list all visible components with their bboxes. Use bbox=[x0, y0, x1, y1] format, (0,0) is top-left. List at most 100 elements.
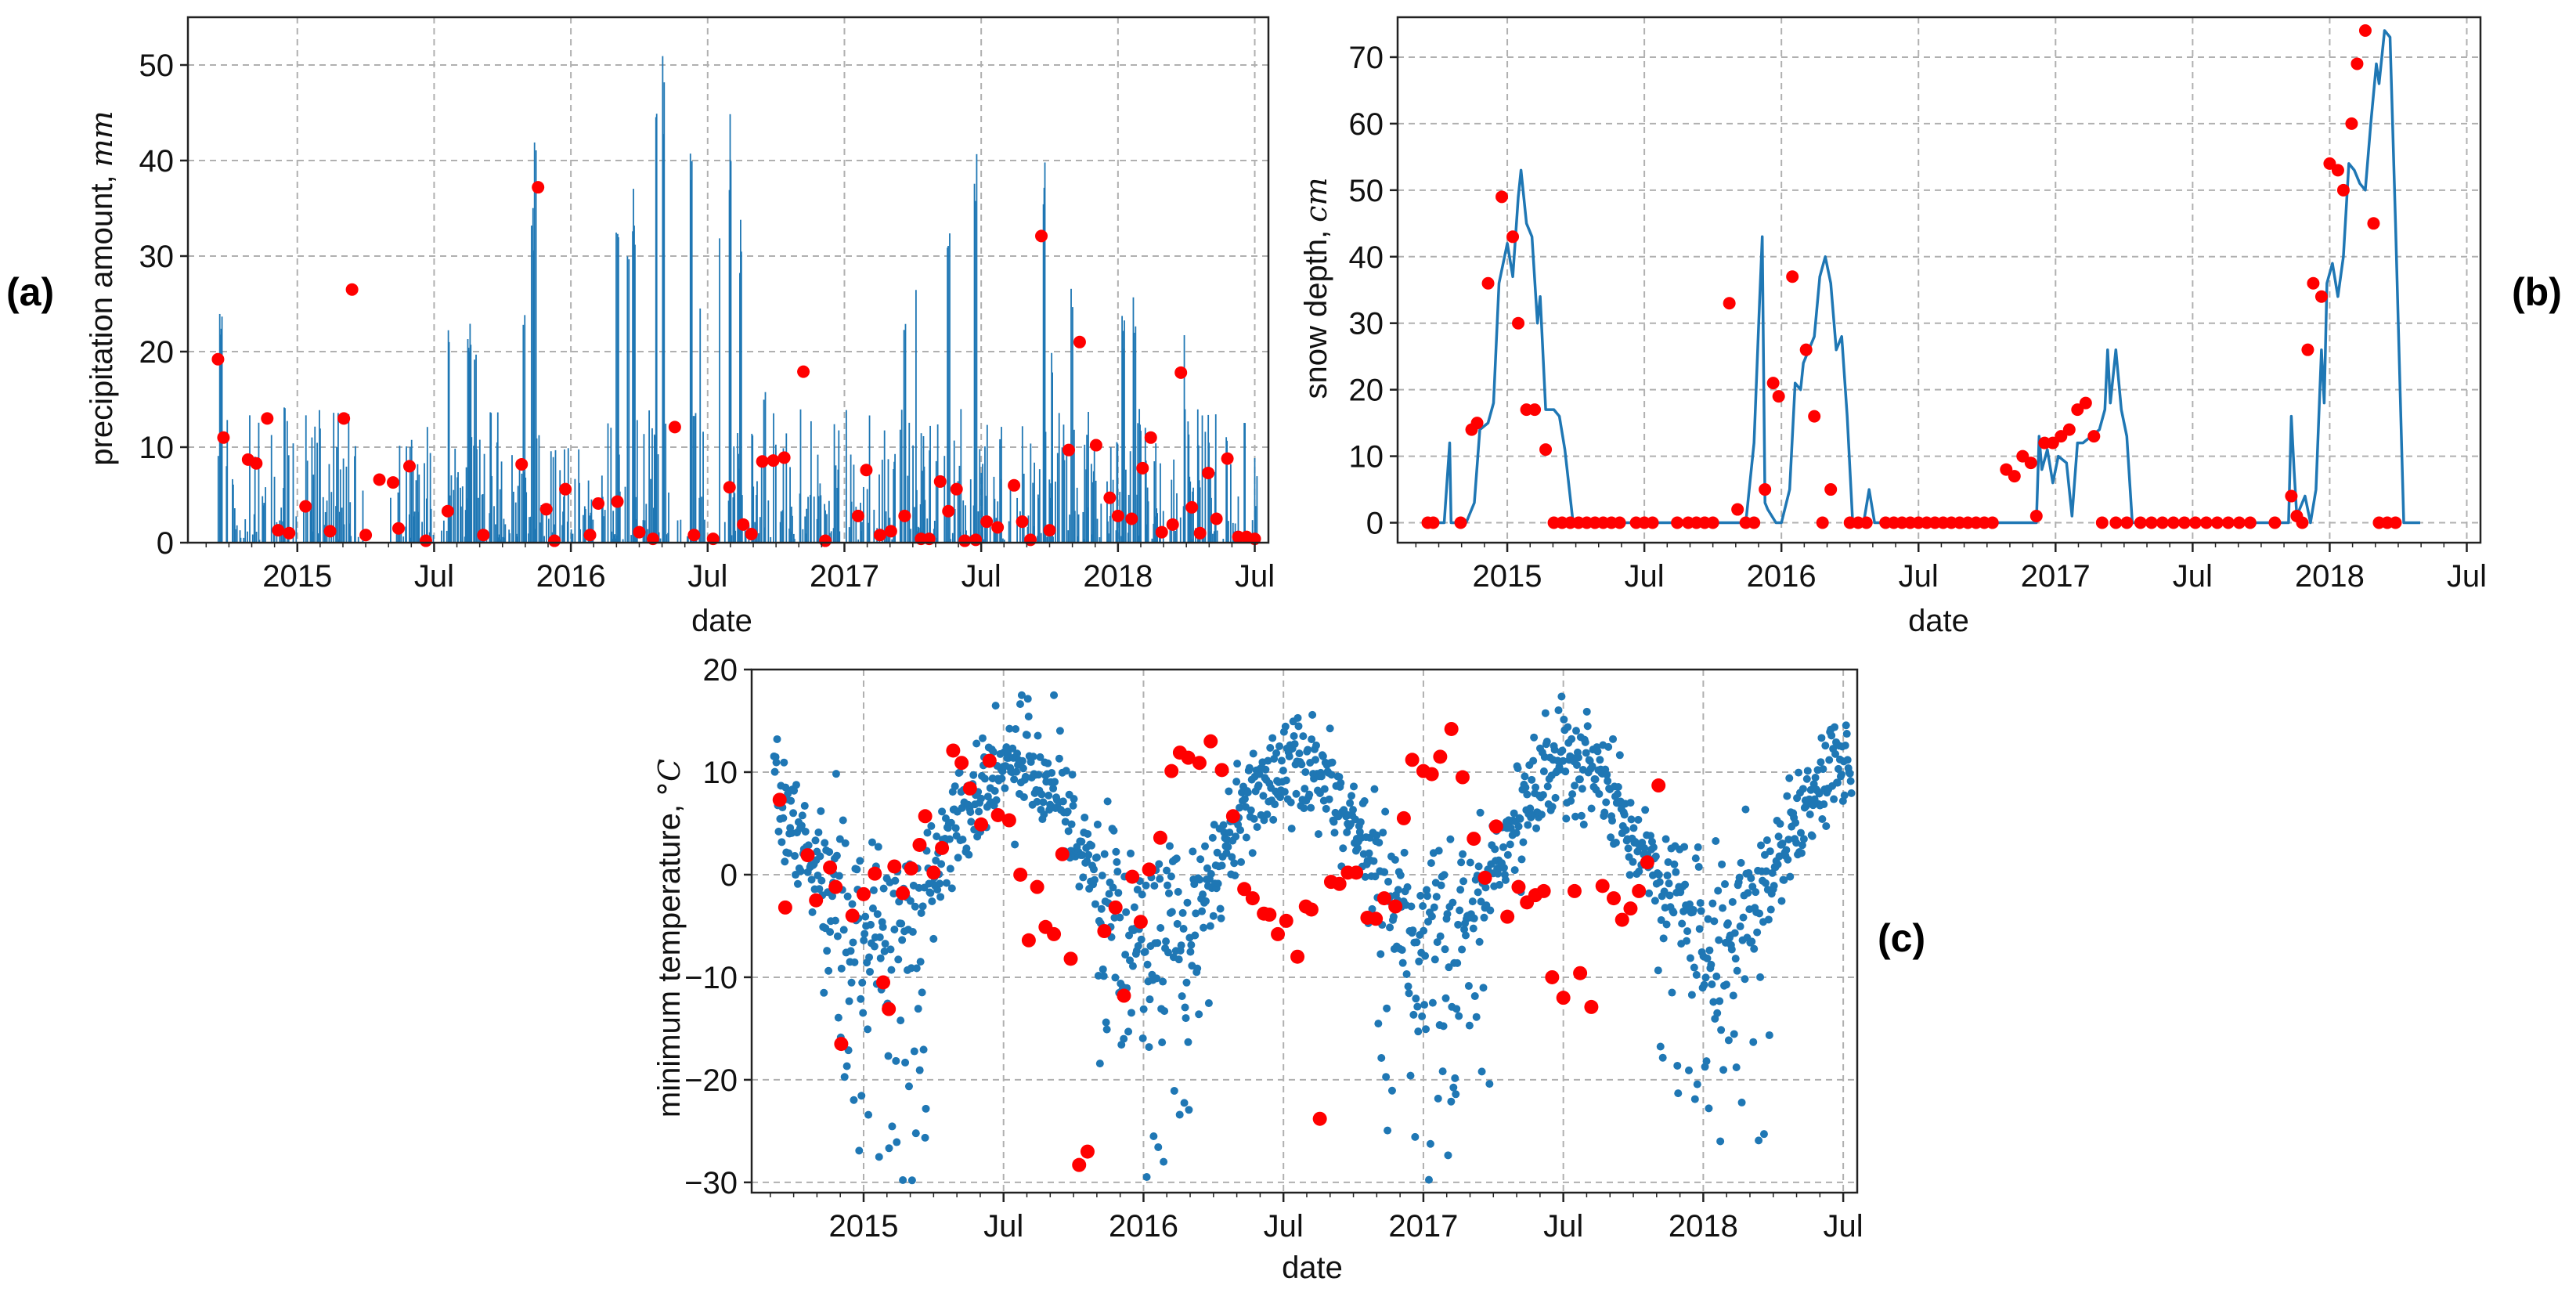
panel-c-daily-point bbox=[839, 926, 848, 934]
panel-a-daily-bar bbox=[819, 483, 821, 543]
panel-a-daily-bar bbox=[1191, 539, 1193, 543]
panel-c-daily-point bbox=[907, 1176, 916, 1185]
panel-c-daily-point bbox=[879, 922, 887, 931]
panel-a-daily-bar bbox=[828, 500, 830, 543]
panel-c-daily-point bbox=[1439, 1022, 1448, 1031]
panel-c-daily-point bbox=[894, 955, 903, 964]
panel-c-daily-point bbox=[1218, 861, 1226, 870]
panel-c-daily-point bbox=[1523, 790, 1532, 799]
panel-c-daily-point bbox=[861, 912, 870, 921]
panel-a-daily-bar bbox=[453, 489, 455, 543]
panel-b-sample-point bbox=[1646, 516, 1659, 529]
panel-a-daily-bar bbox=[1087, 507, 1088, 543]
panel-a-sample-point bbox=[1155, 525, 1168, 539]
panel-c-daily-point bbox=[807, 875, 816, 884]
panel-c-daily-point bbox=[1624, 844, 1633, 853]
panel-a-daily-bar bbox=[805, 533, 807, 543]
panel-a-sample-point bbox=[583, 529, 597, 542]
panel-a-daily-bar bbox=[604, 510, 606, 543]
panel-a-daily-bar bbox=[579, 482, 581, 543]
panel-a-daily-bar bbox=[793, 539, 796, 543]
panel-a-daily-bar bbox=[311, 437, 313, 543]
panel-c-daily-point bbox=[1766, 847, 1774, 856]
panel-c-daily-point bbox=[785, 849, 793, 857]
panel-c-daily-point bbox=[1225, 787, 1233, 796]
panel-a-daily-bar bbox=[521, 473, 523, 543]
panel-a-daily-bar bbox=[525, 477, 527, 543]
panel-c-daily-point bbox=[1455, 1012, 1463, 1020]
panel-c-daily-point bbox=[833, 932, 842, 940]
panel-b-sample-point bbox=[2029, 510, 2043, 523]
panel-c-daily-point bbox=[1689, 906, 1697, 915]
panel-c-sample-point bbox=[1013, 867, 1028, 882]
panel-a-daily-bar bbox=[1003, 540, 1005, 543]
panel-a-daily-bar bbox=[624, 486, 626, 543]
panel-a-daily-bar bbox=[478, 439, 481, 543]
panel-b-ytick-label: 20 bbox=[1349, 374, 1384, 408]
panel-a-daily-bar bbox=[1107, 533, 1109, 543]
panel-a-daily-bar bbox=[1095, 480, 1097, 543]
panel-a-sample-point bbox=[441, 504, 454, 518]
panel-c-daily-point bbox=[1791, 818, 1800, 827]
panel-a-daily-bar bbox=[529, 517, 530, 543]
panel-a-daily-bar bbox=[962, 500, 965, 543]
panel-a-daily-bar bbox=[338, 511, 341, 543]
panel-a-daily-bar bbox=[1067, 530, 1070, 543]
panel-a-daily-bar bbox=[244, 519, 247, 543]
panel-c-daily-point bbox=[1307, 803, 1315, 812]
panel-b-frame bbox=[1396, 16, 2482, 544]
panel-b-sample-point bbox=[2199, 516, 2213, 529]
panel-c-daily-point bbox=[1187, 940, 1196, 949]
panel-a-daily-bar bbox=[1226, 440, 1228, 543]
panel-c-daily-point bbox=[1524, 821, 1532, 829]
panel-c-sample-point bbox=[1133, 915, 1148, 930]
panel-c-daily-point bbox=[1737, 858, 1745, 867]
panel-c-daily-point bbox=[1012, 767, 1021, 776]
panel-a-daily-bar bbox=[528, 533, 529, 543]
panel-a-daily-bar bbox=[1049, 497, 1052, 543]
panel-c-daily-point bbox=[1311, 756, 1320, 764]
panel-a-daily-bar bbox=[954, 508, 956, 543]
panel-c-daily-point bbox=[937, 860, 946, 868]
panel-c-daily-point bbox=[1172, 854, 1181, 863]
panel-b-sample-point bbox=[2331, 164, 2344, 177]
panel-c-daily-point bbox=[1588, 762, 1596, 771]
panel-c-daily-point bbox=[916, 958, 925, 966]
panel-a-daily-bar bbox=[349, 502, 352, 543]
panel-b-sample-point bbox=[2177, 516, 2191, 529]
panel-c-daily-point bbox=[1521, 772, 1529, 781]
panel-c-daily-point bbox=[1479, 984, 1488, 992]
panel-c-daily-point bbox=[1766, 905, 1775, 914]
panel-a-daily-bar bbox=[662, 56, 664, 543]
panel-a-daily-bar bbox=[903, 330, 905, 543]
panel-b-sample-point bbox=[2285, 489, 2298, 503]
panel-c-frame bbox=[750, 668, 1859, 1194]
panel-c-daily-point bbox=[1230, 859, 1239, 868]
panel-c-daily-point bbox=[1128, 962, 1137, 970]
panel-a-sample-point bbox=[1202, 466, 1215, 479]
panel-c-daily-point bbox=[1506, 824, 1515, 832]
panel-c-daily-point bbox=[1005, 724, 1014, 733]
panel-c-daily-point bbox=[1036, 753, 1044, 761]
panel-c-daily-point bbox=[1089, 865, 1098, 874]
panel-c-daily-point bbox=[1196, 855, 1205, 864]
panel-c-daily-point bbox=[1447, 1097, 1456, 1106]
panel-a-sample-point bbox=[884, 525, 897, 538]
panel-c-daily-point bbox=[1825, 756, 1834, 764]
panel-a-daily-bar bbox=[986, 424, 988, 543]
panel-a-daily-bar bbox=[489, 412, 492, 543]
panel-a-daily-bar bbox=[1066, 449, 1068, 543]
panel-a-daily-bar bbox=[981, 526, 983, 543]
panel-c-daily-point bbox=[824, 966, 833, 975]
panel-c-daily-point bbox=[917, 908, 925, 917]
panel-c-daily-point bbox=[1660, 887, 1669, 896]
panel-c-daily-point bbox=[1559, 756, 1568, 765]
panel-a-daily-bar bbox=[1091, 534, 1093, 543]
panel-c-daily-point bbox=[1567, 796, 1575, 805]
panel-a-sample-point bbox=[323, 525, 337, 538]
panel-c-daily-point bbox=[1440, 871, 1449, 879]
panel-c-daily-point bbox=[1201, 842, 1210, 850]
panel-a-ytick-label: 20 bbox=[139, 335, 175, 370]
panel-a-daily-bar bbox=[861, 522, 863, 543]
